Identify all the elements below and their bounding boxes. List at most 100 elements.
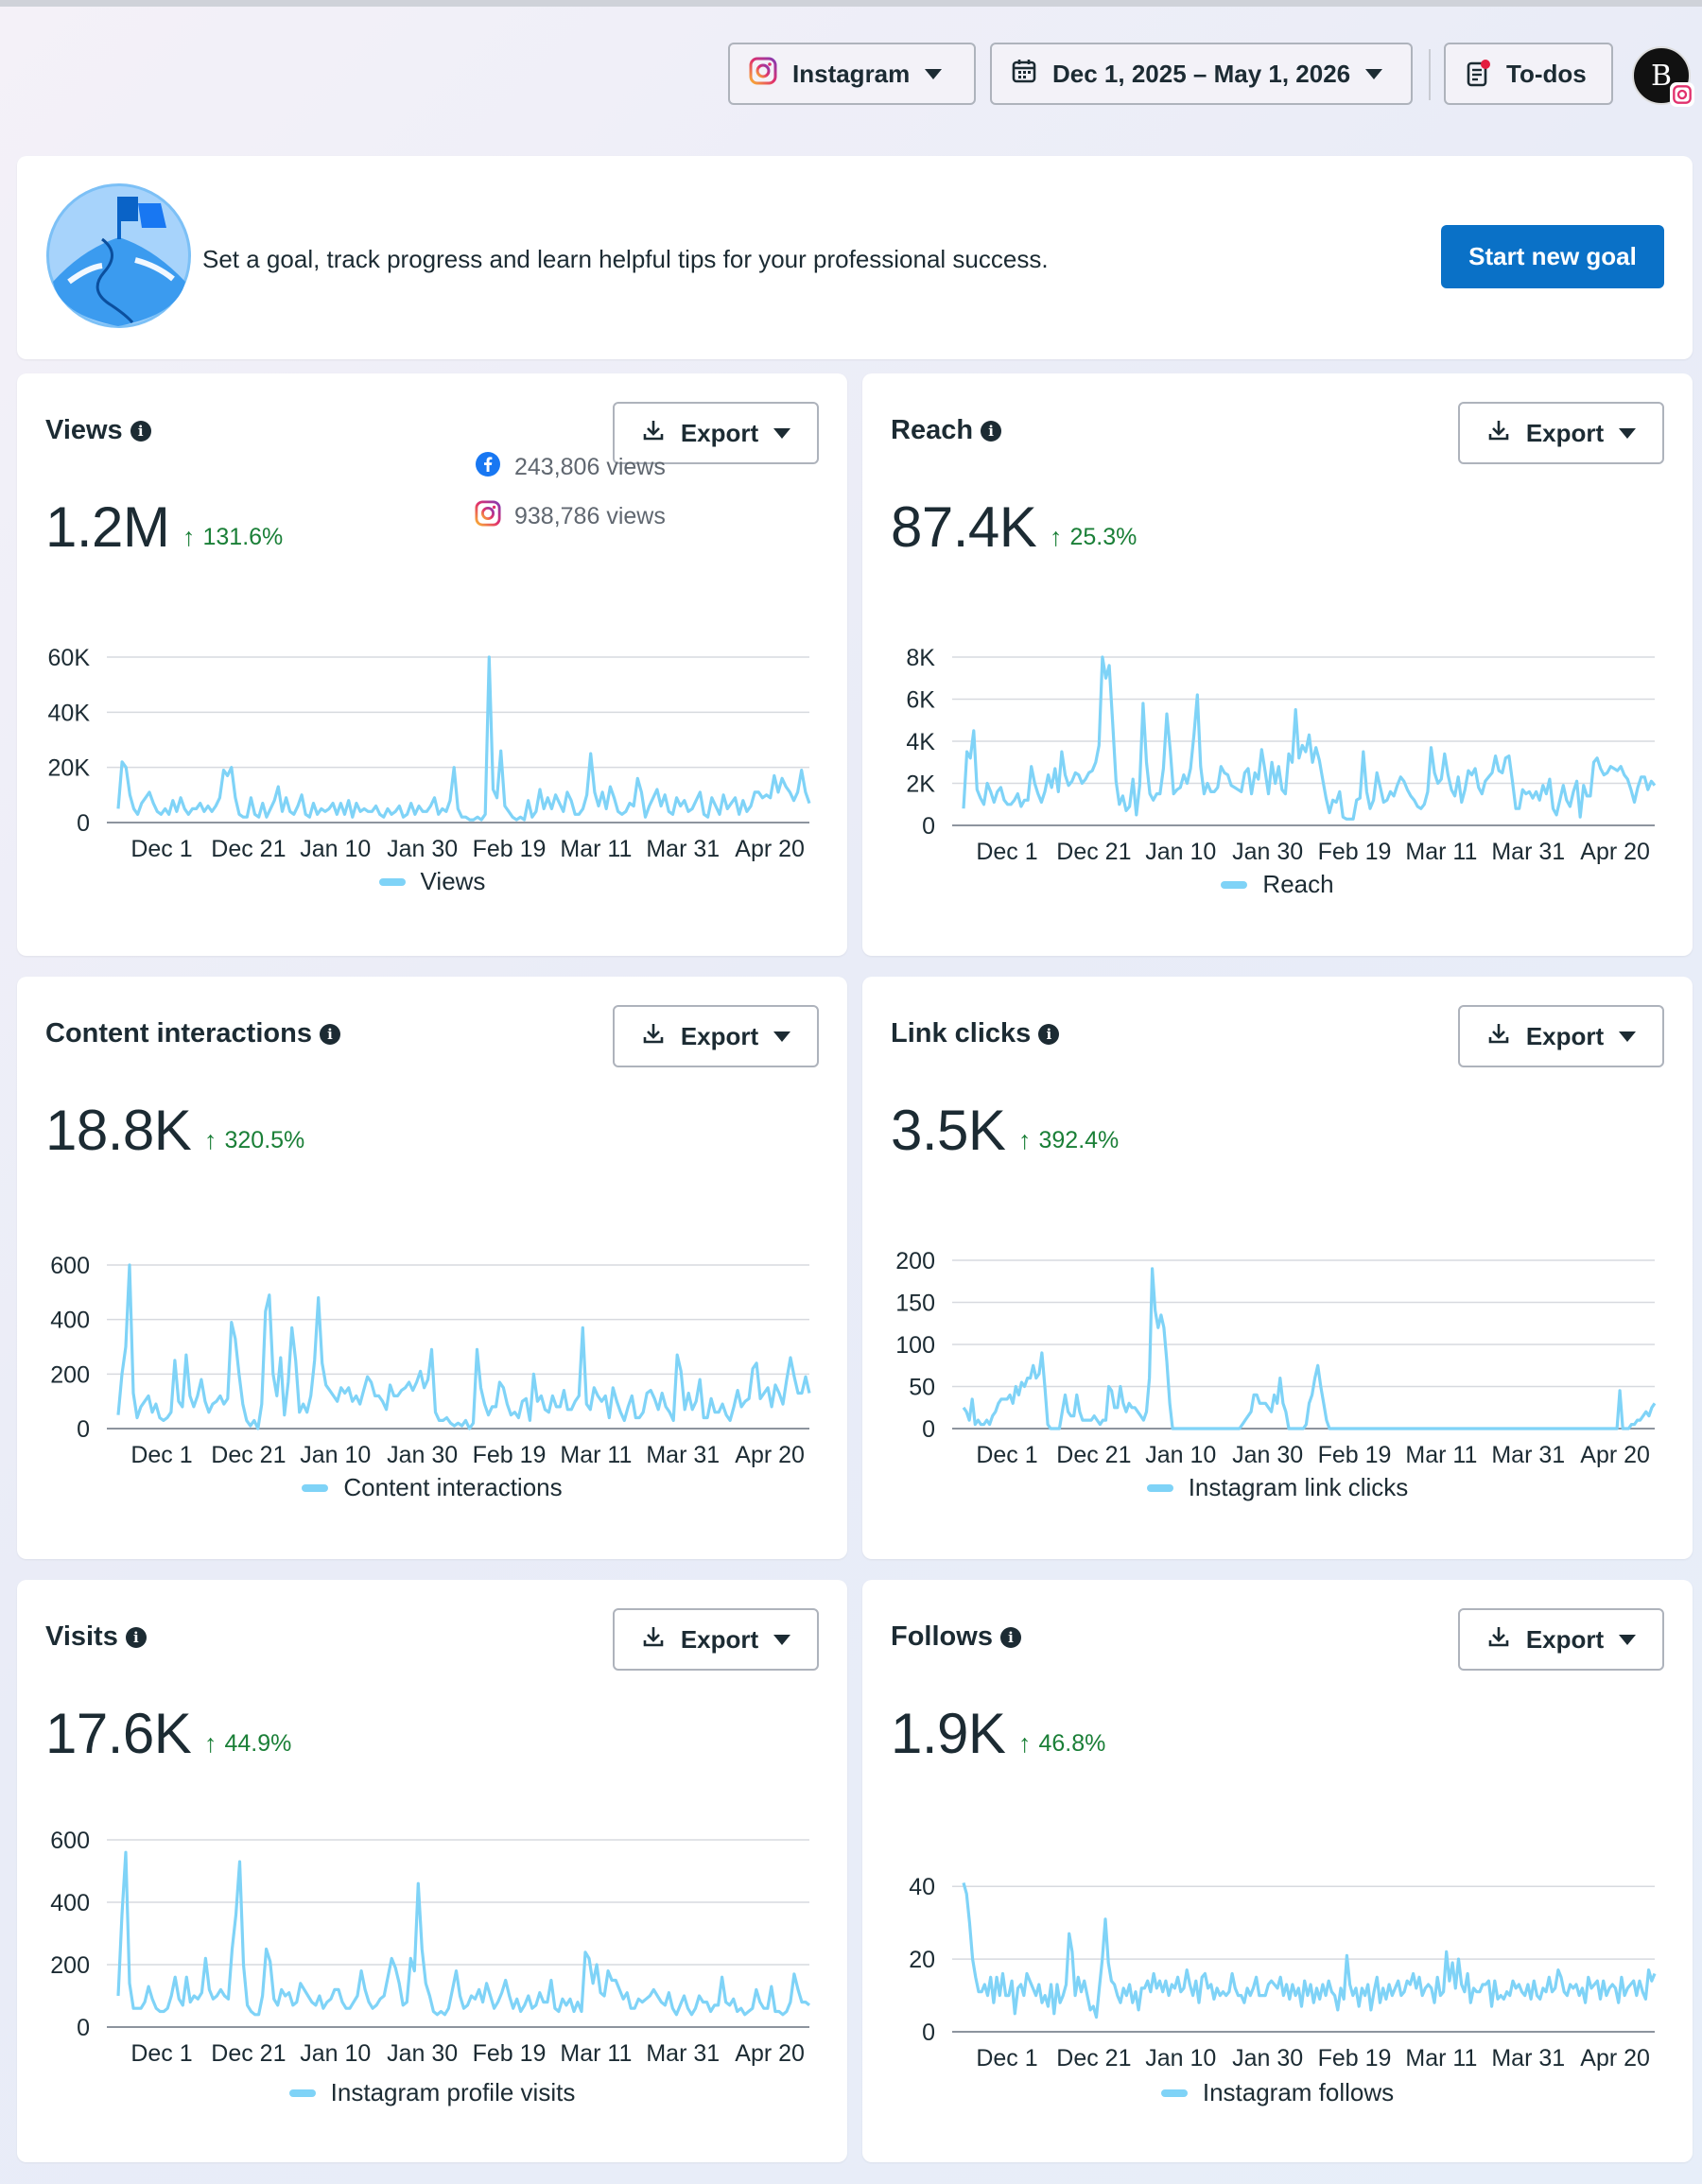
legend-label: Reach bbox=[1262, 870, 1334, 898]
y-tick-label: 150 bbox=[895, 1291, 935, 1317]
export-button[interactable]: Export bbox=[1458, 1608, 1664, 1671]
x-tick-label: Mar 31 bbox=[1491, 1442, 1565, 1468]
y-tick-label: 4K bbox=[906, 729, 935, 755]
todo-list-icon bbox=[1465, 60, 1491, 88]
info-icon[interactable]: i bbox=[999, 1626, 1021, 1648]
metric-change-value: 392.4% bbox=[1038, 1127, 1120, 1153]
export-label: Export bbox=[1525, 1624, 1605, 1654]
chart-legend[interactable]: Views bbox=[17, 867, 847, 896]
metric-change-value: 320.5% bbox=[224, 1127, 305, 1153]
y-tick-label: 100 bbox=[895, 1332, 935, 1359]
arrow-up-icon: ↑ bbox=[182, 523, 196, 551]
download-icon bbox=[1486, 1021, 1511, 1052]
legend-label: Instagram link clicks bbox=[1188, 1473, 1409, 1501]
x-tick-label: Jan 30 bbox=[387, 2040, 458, 2067]
chevron-down-icon bbox=[773, 1634, 791, 1645]
metric-value: 1.2M bbox=[45, 495, 170, 559]
metric-card-link_clicks: Link clicks i Export 3.5K ↑ 392.4% 0 50 100 150 20… bbox=[862, 977, 1693, 1559]
series-line[interactable] bbox=[116, 655, 811, 822]
x-tick-label: Jan 10 bbox=[300, 1442, 371, 1468]
chart-legend[interactable]: Content interactions bbox=[17, 1473, 847, 1502]
start-new-goal-button[interactable]: Start new goal bbox=[1441, 225, 1664, 288]
export-label: Export bbox=[1525, 418, 1605, 447]
x-tick-label: Apr 20 bbox=[735, 1442, 805, 1468]
metric-change-value: 131.6% bbox=[202, 524, 284, 550]
line-chart: 0 2K 4K 6K 8K Dec 1 Dec 21 Jan 10 Jan 30 Feb 19 Ma… bbox=[906, 645, 1657, 865]
metric-change: ↑ 320.5% bbox=[204, 1126, 304, 1155]
x-tick-label: Dec 1 bbox=[976, 2045, 1037, 2071]
legend-swatch bbox=[288, 2089, 316, 2097]
info-icon[interactable]: i bbox=[130, 420, 151, 442]
x-tick-label: Apr 20 bbox=[1580, 839, 1650, 865]
series-line[interactable] bbox=[116, 1850, 811, 2017]
download-icon bbox=[641, 1021, 666, 1052]
y-tick-label: 40 bbox=[909, 1874, 935, 1900]
download-icon bbox=[641, 1624, 666, 1655]
chart-legend[interactable]: Instagram profile visits bbox=[17, 2078, 847, 2107]
arrow-up-icon: ↑ bbox=[1050, 523, 1063, 551]
platform-selector[interactable]: Instagram bbox=[728, 43, 976, 105]
legend-swatch bbox=[378, 877, 406, 886]
x-tick-label: Apr 20 bbox=[1580, 2045, 1650, 2071]
legend-swatch bbox=[1146, 1483, 1173, 1492]
instagram-icon bbox=[475, 500, 501, 533]
info-icon[interactable]: i bbox=[125, 1626, 147, 1648]
chevron-down-icon bbox=[1619, 1031, 1637, 1042]
export-button[interactable]: Export bbox=[1458, 1005, 1664, 1067]
x-tick-label: Dec 21 bbox=[1056, 839, 1131, 865]
metric-change: ↑ 131.6% bbox=[182, 523, 283, 552]
download-icon bbox=[1486, 418, 1511, 449]
y-tick-label: 0 bbox=[922, 2019, 935, 2046]
export-label: Export bbox=[680, 1021, 759, 1050]
chevron-down-icon bbox=[773, 1031, 791, 1042]
export-button[interactable]: Export bbox=[613, 1608, 819, 1671]
x-tick-label: Dec 1 bbox=[976, 1442, 1037, 1468]
x-tick-label: Jan 10 bbox=[300, 2040, 371, 2067]
y-tick-label: 6K bbox=[906, 687, 935, 714]
export-button[interactable]: Export bbox=[613, 402, 819, 464]
x-tick-label: Mar 11 bbox=[1405, 1442, 1477, 1468]
y-tick-label: 0 bbox=[922, 813, 935, 840]
goal-description: Set a goal, track progress and learn hel… bbox=[202, 245, 1049, 273]
avatar[interactable]: B bbox=[1632, 46, 1694, 107]
y-tick-label: 8K bbox=[906, 645, 935, 671]
y-tick-label: 400 bbox=[50, 1308, 90, 1334]
x-tick-label: Dec 1 bbox=[130, 836, 192, 862]
breakdown-text: 938,786 views bbox=[514, 503, 666, 529]
x-tick-label: Jan 30 bbox=[387, 1442, 458, 1468]
x-tick-label: Feb 19 bbox=[473, 836, 547, 862]
y-tick-label: 0 bbox=[77, 810, 90, 837]
todos-button[interactable]: To-dos bbox=[1444, 43, 1613, 105]
series-line[interactable] bbox=[116, 1263, 811, 1430]
info-icon[interactable]: i bbox=[1038, 1023, 1060, 1045]
info-icon[interactable]: i bbox=[319, 1023, 340, 1045]
chart-legend[interactable]: Reach bbox=[862, 870, 1693, 899]
y-tick-label: 2K bbox=[906, 771, 935, 798]
x-tick-label: Mar 31 bbox=[646, 1442, 720, 1468]
metric-value: 1.9K bbox=[891, 1702, 1006, 1765]
metric-title-text: Reach bbox=[891, 415, 974, 445]
x-tick-label: Mar 31 bbox=[646, 2040, 720, 2067]
x-tick-label: Feb 19 bbox=[1318, 2045, 1392, 2071]
series-line[interactable] bbox=[962, 1881, 1657, 2019]
chart-legend[interactable]: Instagram link clicks bbox=[862, 1473, 1693, 1502]
y-tick-label: 200 bbox=[50, 1952, 90, 1979]
info-icon[interactable]: i bbox=[981, 420, 1002, 442]
series-line[interactable] bbox=[962, 655, 1657, 821]
metric-card-views: Views i Export 1.2M ↑ 131.6% 243,806 views 938,… bbox=[17, 373, 847, 956]
x-tick-label: Mar 11 bbox=[560, 2040, 632, 2067]
x-tick-label: Jan 30 bbox=[1232, 839, 1303, 865]
line-chart: 0 20K 40K 60K Dec 1 Dec 21 Jan 10 Jan 30 Feb 19 M… bbox=[48, 645, 811, 862]
y-tick-label: 50 bbox=[909, 1375, 935, 1401]
date-range-selector[interactable]: Dec 1, 2025 – May 1, 2026 bbox=[990, 43, 1413, 105]
chart-legend[interactable]: Instagram follows bbox=[862, 2078, 1693, 2107]
x-tick-label: Dec 21 bbox=[1056, 2045, 1131, 2071]
metric-title: Link clicks i bbox=[891, 1018, 1060, 1049]
export-button[interactable]: Export bbox=[613, 1005, 819, 1067]
x-tick-label: Jan 10 bbox=[300, 836, 371, 862]
export-button[interactable]: Export bbox=[1458, 402, 1664, 464]
line-chart: 0 20 40 Dec 1 Dec 21 Jan 10 Jan 30 Feb 19 Mar 11… bbox=[909, 1874, 1657, 2071]
date-range-label: Dec 1, 2025 – May 1, 2026 bbox=[1052, 59, 1351, 88]
metric-title-text: Follows bbox=[891, 1621, 993, 1652]
series-line[interactable] bbox=[962, 1267, 1657, 1430]
